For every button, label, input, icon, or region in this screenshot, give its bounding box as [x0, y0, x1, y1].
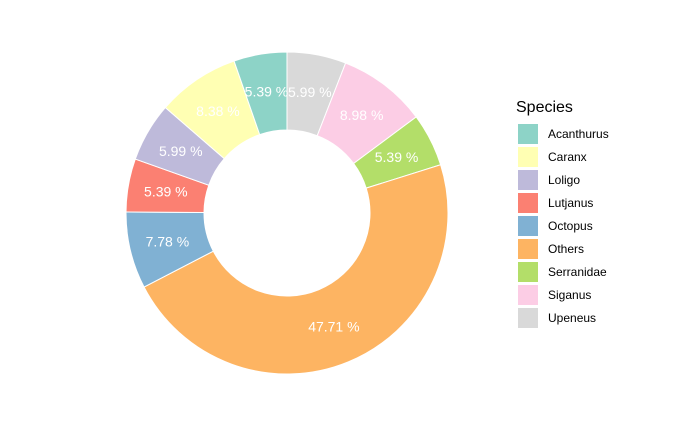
legend-label-caranx: Caranx — [548, 150, 587, 164]
legend-swatch-siganus — [518, 285, 538, 305]
slice-label-loligo: 5.99 % — [159, 143, 203, 159]
legend-swatch-upeneus — [518, 308, 538, 328]
legend-label-acanthurus: Acanthurus — [548, 127, 609, 141]
legend-label-siganus: Siganus — [548, 288, 591, 302]
legend-item-acanthurus: Acanthurus — [518, 124, 609, 144]
legend-swatch-caranx — [518, 147, 538, 167]
legend-item-lutjanus: Lutjanus — [518, 193, 593, 213]
legend-item-siganus: Siganus — [518, 285, 591, 305]
labels-layer: 5.99 %8.98 %5.39 %47.71 %7.78 %5.39 %5.9… — [144, 84, 418, 335]
legend-item-upeneus: Upeneus — [518, 308, 596, 328]
legend-swatch-serranidae — [518, 262, 538, 282]
legend-swatch-loligo — [518, 170, 538, 190]
legend-label-octopus: Octopus — [548, 219, 593, 233]
slice-label-lutjanus: 5.39 % — [144, 184, 188, 200]
legend-label-lutjanus: Lutjanus — [548, 196, 593, 210]
slice-label-acanthurus: 5.39 % — [245, 84, 289, 100]
legend-label-upeneus: Upeneus — [548, 311, 596, 325]
legend-item-loligo: Loligo — [518, 170, 580, 190]
slice-acanthurus — [233, 51, 288, 136]
slice-label-siganus: 8.98 % — [340, 107, 384, 123]
slice-others — [143, 164, 449, 375]
slices-layer — [125, 51, 449, 375]
legend-title: Species — [516, 99, 573, 116]
legend-label-serranidae: Serranidae — [548, 265, 607, 279]
slice-label-upeneus: 5.99 % — [288, 84, 332, 100]
legend-item-others: Others — [518, 239, 584, 259]
legend-label-others: Others — [548, 242, 584, 256]
legend: Species Acanthurus Caranx Loligo Lutjanus Oc… — [516, 99, 609, 328]
legend-item-serranidae: Serranidae — [518, 262, 607, 282]
legend-swatch-acanthurus — [518, 124, 538, 144]
legend-label-loligo: Loligo — [548, 173, 580, 187]
slice-label-others: 47.71 % — [308, 319, 359, 335]
legend-item-octopus: Octopus — [518, 216, 593, 236]
slice-label-serranidae: 5.39 % — [375, 149, 419, 165]
legend-swatch-lutjanus — [518, 193, 538, 213]
legend-swatch-octopus — [518, 216, 538, 236]
legend-item-caranx: Caranx — [518, 147, 587, 167]
legend-swatch-others — [518, 239, 538, 259]
slice-label-caranx: 8.38 % — [196, 103, 240, 119]
slice-label-octopus: 7.78 % — [146, 234, 190, 250]
